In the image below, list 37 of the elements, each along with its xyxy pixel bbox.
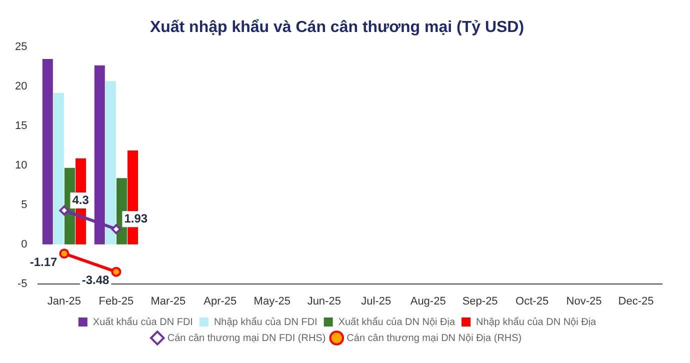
legend-label: Nhập khẩu của DN FDI [214, 316, 318, 328]
point [59, 205, 70, 216]
chart-title: Xuất nhập khẩu và Cán cân thương mại (Tỷ USD) [150, 19, 524, 36]
point [111, 224, 122, 234]
legend-label: Xuất khẩu của DN Nội Địa [338, 316, 456, 328]
x-tick-label: Feb-25 [98, 295, 134, 308]
x-tick-label: Mar-25 [150, 295, 186, 308]
x-tick-label: Apr-25 [204, 295, 237, 308]
x-tick-label: Jun-25 [307, 295, 341, 308]
x-tick-label: Sep-25 [462, 295, 498, 308]
y-tick-label: 20 [14, 80, 28, 93]
x-tick-label: Jul-25 [361, 295, 392, 308]
bar [105, 81, 116, 244]
data-label: 4.3 [72, 192, 90, 207]
y-tick-label: 25 [14, 41, 28, 54]
x-tick-label: May-25 [254, 295, 290, 308]
bar [53, 92, 64, 244]
y-tick-label: 15 [14, 120, 28, 132]
y-tick-label: 5 [21, 198, 28, 211]
x-tick-label: Jan-25 [47, 295, 82, 308]
x-tick-label: Oct-25 [516, 295, 549, 308]
y-tick-label: -5 [17, 278, 28, 290]
y-tick-label: 0 [21, 238, 28, 250]
x-tick-label: Aug-25 [410, 295, 446, 308]
legend-label: Xuất khẩu của DN FDI [92, 316, 193, 328]
bar [42, 59, 53, 244]
legend-label: Cán cân thương mại DN FDI (RHS) [167, 332, 326, 344]
y-tick-label: 10 [14, 160, 28, 172]
x-tick-label: Nov-25 [566, 295, 602, 308]
x-tick-label: Dec-25 [618, 295, 654, 308]
data-label: -3.48 [82, 273, 110, 288]
legend-label: Nhập khẩu của DN Nội Địa [476, 316, 597, 328]
data-label: 1.93 [124, 211, 148, 226]
legend-label: Cán cân thương mại DN Nội Địa (RHS) [346, 332, 522, 344]
point [59, 248, 70, 259]
point [111, 266, 122, 277]
data-label: -1.17 [30, 254, 58, 269]
